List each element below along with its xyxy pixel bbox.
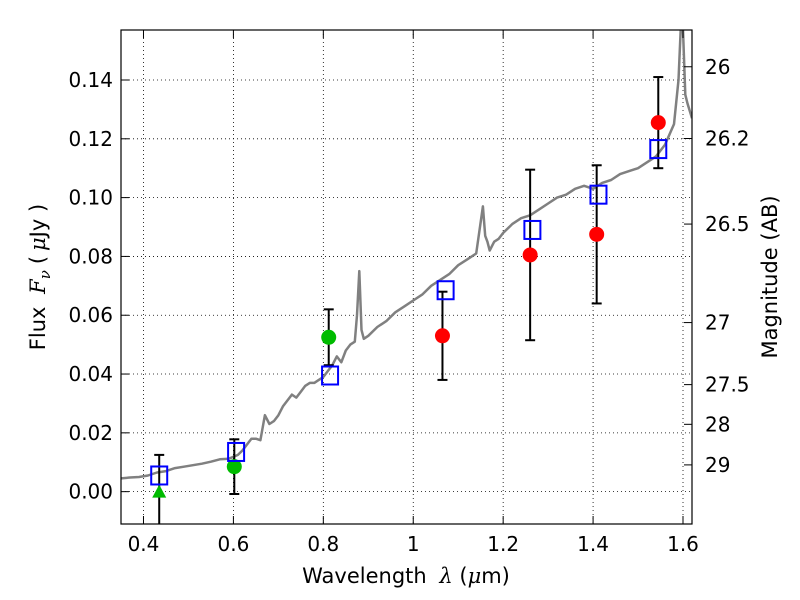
model-square xyxy=(321,365,340,386)
y-tick-label: 0.10 xyxy=(68,186,113,210)
data-point-circle xyxy=(589,226,605,242)
y-tick-label: 0.04 xyxy=(68,362,113,386)
model-square xyxy=(589,184,608,205)
x-tick-label: 0.6 xyxy=(217,532,249,556)
x-tick-label: 1.2 xyxy=(487,532,519,556)
x-axis-label: Wavelength λ (μm) xyxy=(302,564,510,588)
y2-tick-label: 28 xyxy=(705,412,730,436)
model-square xyxy=(523,219,542,240)
x-tick-label: 0.8 xyxy=(307,532,339,556)
model-square xyxy=(436,280,455,301)
plot-area xyxy=(121,30,692,524)
y2-axis-label: Magnitude (AB) xyxy=(758,195,782,358)
model-square xyxy=(227,441,246,462)
y-tick-label: 0.12 xyxy=(68,127,113,151)
y2-tick-label: 29 xyxy=(705,453,730,477)
data-point-circle xyxy=(434,328,450,344)
data-point-circle xyxy=(650,115,666,131)
x-tick-label: 1.6 xyxy=(667,532,699,556)
model-square xyxy=(649,139,668,160)
y-tick-label: 0.02 xyxy=(68,421,113,445)
ticks: 0.4 0.6 0.8 1 1.2 1.4 1.6 0.00 0.02 0.04 0.06 0.08 0… xyxy=(68,30,750,556)
data-point-circle xyxy=(321,329,337,345)
x-tick-label: 1.4 xyxy=(577,532,609,556)
data-point-circle xyxy=(226,459,242,475)
y2-tick-label: 26 xyxy=(705,55,730,79)
y2-tick-label: 27 xyxy=(705,311,730,335)
y2-tick-label: 27.5 xyxy=(705,373,750,397)
model-square xyxy=(150,465,169,486)
plot-frame xyxy=(120,29,693,525)
data-point-circle xyxy=(522,247,538,263)
x-tick-label: 0.4 xyxy=(128,532,160,556)
y-axis-label: Flux Fν(μJy ) xyxy=(26,204,54,350)
y-tick-label: 0.00 xyxy=(68,480,113,504)
y-tick-label: 0.08 xyxy=(68,244,113,268)
y2-tick-label: 26.5 xyxy=(705,212,750,236)
y-tick-label: 0.06 xyxy=(68,303,113,327)
x-tick-label: 1 xyxy=(407,532,420,556)
y2-tick-label: 26.2 xyxy=(705,127,750,151)
series-layer xyxy=(121,30,692,524)
upper-limit-triangle xyxy=(152,484,167,498)
y-tick-label: 0.14 xyxy=(68,68,113,92)
